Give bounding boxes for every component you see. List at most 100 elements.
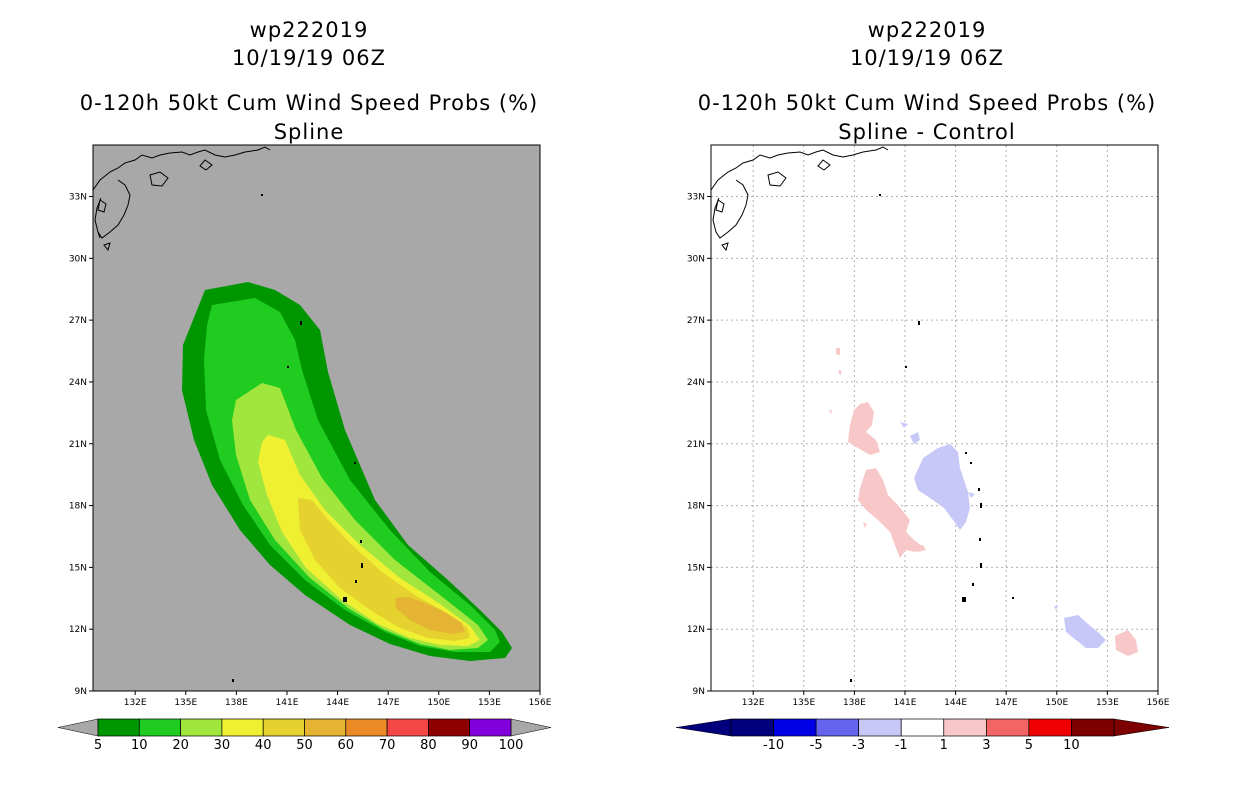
x-tick-label: 132E [742, 698, 765, 708]
colorbar-swatch [730, 718, 774, 737]
colorbar-label: 80 [420, 738, 437, 753]
colorbar: -10 -5 -3 -1 1 3 5 10 [675, 718, 1170, 753]
colorbar-label: 5 [94, 738, 102, 753]
colorbar-swatch [1071, 718, 1115, 737]
x-tick-label: 138E [225, 698, 248, 708]
y-tick-label: 15N [69, 563, 87, 573]
x-tick-label: 150E [427, 698, 450, 708]
y-tick-label: 12N [687, 625, 705, 635]
colorbar-swatch [469, 718, 512, 737]
y-tick-label: 24N [687, 378, 705, 388]
colorbar-swatch [180, 718, 223, 737]
colorbar-swatch [985, 718, 1030, 737]
contour-20 [232, 383, 488, 650]
colorbar-swatch [428, 718, 471, 737]
colorbar-high-cap [510, 718, 552, 737]
x-tick-label: 150E [1045, 698, 1068, 708]
colorbar-swatch [97, 718, 140, 737]
y-tick-label: 33N [687, 193, 705, 203]
x-tick-label: 138E [843, 698, 866, 708]
colorbar-swatch [138, 718, 181, 737]
panel-storm-id: wp222019 [249, 18, 369, 42]
y-tick-label: 15N [687, 563, 705, 573]
y-tick-label: 30N [687, 254, 705, 264]
gridlines [711, 145, 1158, 691]
y-tick-label: 18N [687, 502, 705, 512]
colorbar-label: -10 [763, 738, 784, 753]
colorbar-label: 30 [214, 738, 231, 753]
panel-title: 0-120h 50kt Cum Wind Speed Probs (%) [697, 91, 1157, 115]
contour-10 [204, 298, 500, 652]
coastline [93, 146, 271, 252]
y-tick-label: 30N [69, 254, 87, 264]
colorbar-swatch [900, 718, 945, 737]
y-tick-label: 18N [69, 502, 87, 512]
difference-panel: wp222019 10/19/19 06Z 0-120h 50kt Cum Wi… [618, 0, 1236, 800]
panel-subtitle: Spline - Control [838, 120, 1016, 144]
y-tick-label: 9N [693, 687, 705, 697]
colorbar-low-cap [675, 718, 732, 737]
x-tick-label: 141E [276, 698, 299, 708]
colorbar-label: 10 [131, 738, 148, 753]
colorbar-swatch [221, 718, 264, 737]
y-tick-label: 24N [69, 378, 87, 388]
colorbar: 5 10 20 30 40 50 60 70 80 90 100 [57, 718, 552, 753]
colorbar-label: 50 [296, 738, 313, 753]
colorbar-label: -3 [852, 738, 865, 753]
colorbar-swatch [773, 718, 817, 737]
colorbar-high-cap [1113, 718, 1170, 737]
colorbar-label: 40 [255, 738, 272, 753]
x-tick-label: 147E [995, 698, 1018, 708]
colorbar-swatch [386, 718, 429, 737]
panel-storm-id: wp222019 [867, 18, 987, 42]
y-tick-label: 21N [69, 440, 87, 450]
map-frame [92, 144, 541, 692]
colorbar-swatch [304, 718, 347, 737]
negative-difference [900, 422, 1106, 648]
x-tick-label: 156E [529, 698, 552, 708]
panel-date: 10/19/19 06Z [231, 46, 387, 70]
y-tick-label: 21N [687, 440, 705, 450]
axes: 132E 135E 138E 141E 144E 147E 150E 153E 156E 9N 12… [69, 193, 552, 708]
x-tick-label: 144E [326, 698, 349, 708]
y-tick-label: 12N [69, 625, 87, 635]
colorbar-label: -1 [895, 738, 908, 753]
coastline [711, 146, 889, 252]
y-tick-label: 27N [69, 316, 87, 326]
x-tick-label: 135E [792, 698, 815, 708]
y-tick-label: 27N [687, 316, 705, 326]
panel-subtitle: Spline [273, 120, 345, 144]
panel-title: 0-120h 50kt Cum Wind Speed Probs (%) [79, 91, 539, 115]
colorbar-label: 60 [338, 738, 355, 753]
positive-difference [829, 348, 1138, 656]
probability-panel: wp222019 10/19/19 06Z 0-120h 50kt Cum Wi… [57, 18, 552, 753]
colorbar-label: 20 [172, 738, 189, 753]
colorbar-swatch [262, 718, 305, 737]
x-tick-label: 132E [124, 698, 147, 708]
axes: 132E 135E 138E 141E 144E 147E 150E 153E 156E 9N 12… [687, 193, 1170, 708]
colorbar-label: -5 [810, 738, 823, 753]
colorbar-label: 70 [379, 738, 396, 753]
panel-date: 10/19/19 06Z [849, 46, 1005, 70]
y-tick-label: 33N [69, 193, 87, 203]
colorbar-label: 10 [1063, 738, 1080, 753]
colorbar-swatch [943, 718, 987, 737]
x-tick-label: 141E [894, 698, 917, 708]
map-background [711, 145, 1158, 691]
colorbar-label: 1 [940, 738, 948, 753]
difference-map: 132E 135E 138E 141E 144E 147E 150E 153E 156E9N12… [675, 144, 1170, 753]
x-tick-label: 147E [377, 698, 400, 708]
y-tick-label: 9N [75, 687, 87, 697]
colorbar-label: 3 [982, 738, 990, 753]
x-tick-label: 144E [944, 698, 967, 708]
colorbar-swatch [1028, 718, 1072, 737]
islands [850, 194, 1014, 682]
x-tick-label: 135E [174, 698, 197, 708]
colorbar-label: 100 [499, 738, 524, 753]
probability-map: 132E 135E 138E 141E 144E 147E 150E 153E 156E 9N 12… [57, 144, 552, 753]
x-tick-label: 153E [478, 698, 501, 708]
colorbar-low-cap [57, 718, 99, 737]
islands [232, 194, 363, 682]
colorbar-swatch [345, 718, 388, 737]
colorbar-swatch [815, 718, 860, 737]
